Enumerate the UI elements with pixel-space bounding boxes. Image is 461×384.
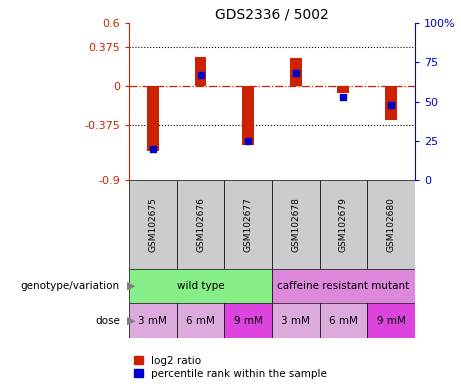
Bar — [225, 303, 272, 338]
Text: GSM102680: GSM102680 — [387, 197, 396, 252]
Text: GSM102678: GSM102678 — [291, 197, 300, 252]
Bar — [242, 86, 254, 145]
Bar — [367, 303, 415, 338]
Bar — [129, 180, 177, 269]
Text: wild type: wild type — [177, 281, 225, 291]
Text: GSM102679: GSM102679 — [339, 197, 348, 252]
Bar — [129, 269, 272, 303]
Bar — [272, 180, 319, 269]
Title: GDS2336 / 5002: GDS2336 / 5002 — [215, 8, 329, 22]
Bar — [272, 269, 415, 303]
Bar — [177, 180, 225, 269]
Text: dose: dose — [95, 316, 120, 326]
Bar — [177, 303, 225, 338]
Text: 9 mM: 9 mM — [234, 316, 263, 326]
Text: 6 mM: 6 mM — [329, 316, 358, 326]
Text: GSM102677: GSM102677 — [244, 197, 253, 252]
Bar — [319, 303, 367, 338]
Bar — [147, 86, 159, 151]
Bar — [319, 180, 367, 269]
Legend: log2 ratio, percentile rank within the sample: log2 ratio, percentile rank within the s… — [134, 356, 327, 379]
Text: genotype/variation: genotype/variation — [21, 281, 120, 291]
Bar — [385, 86, 397, 119]
Text: ▶: ▶ — [127, 316, 135, 326]
Bar — [195, 56, 207, 86]
Text: GSM102675: GSM102675 — [148, 197, 157, 252]
Text: caffeine resistant mutant: caffeine resistant mutant — [278, 281, 409, 291]
Text: 3 mM: 3 mM — [281, 316, 310, 326]
Bar — [129, 303, 177, 338]
Text: ▶: ▶ — [127, 281, 135, 291]
Bar — [337, 86, 349, 93]
Text: 3 mM: 3 mM — [138, 316, 167, 326]
Text: 9 mM: 9 mM — [377, 316, 406, 326]
Bar — [225, 180, 272, 269]
Bar — [272, 303, 319, 338]
Text: 6 mM: 6 mM — [186, 316, 215, 326]
Bar — [290, 58, 302, 86]
Text: GSM102676: GSM102676 — [196, 197, 205, 252]
Bar — [367, 180, 415, 269]
